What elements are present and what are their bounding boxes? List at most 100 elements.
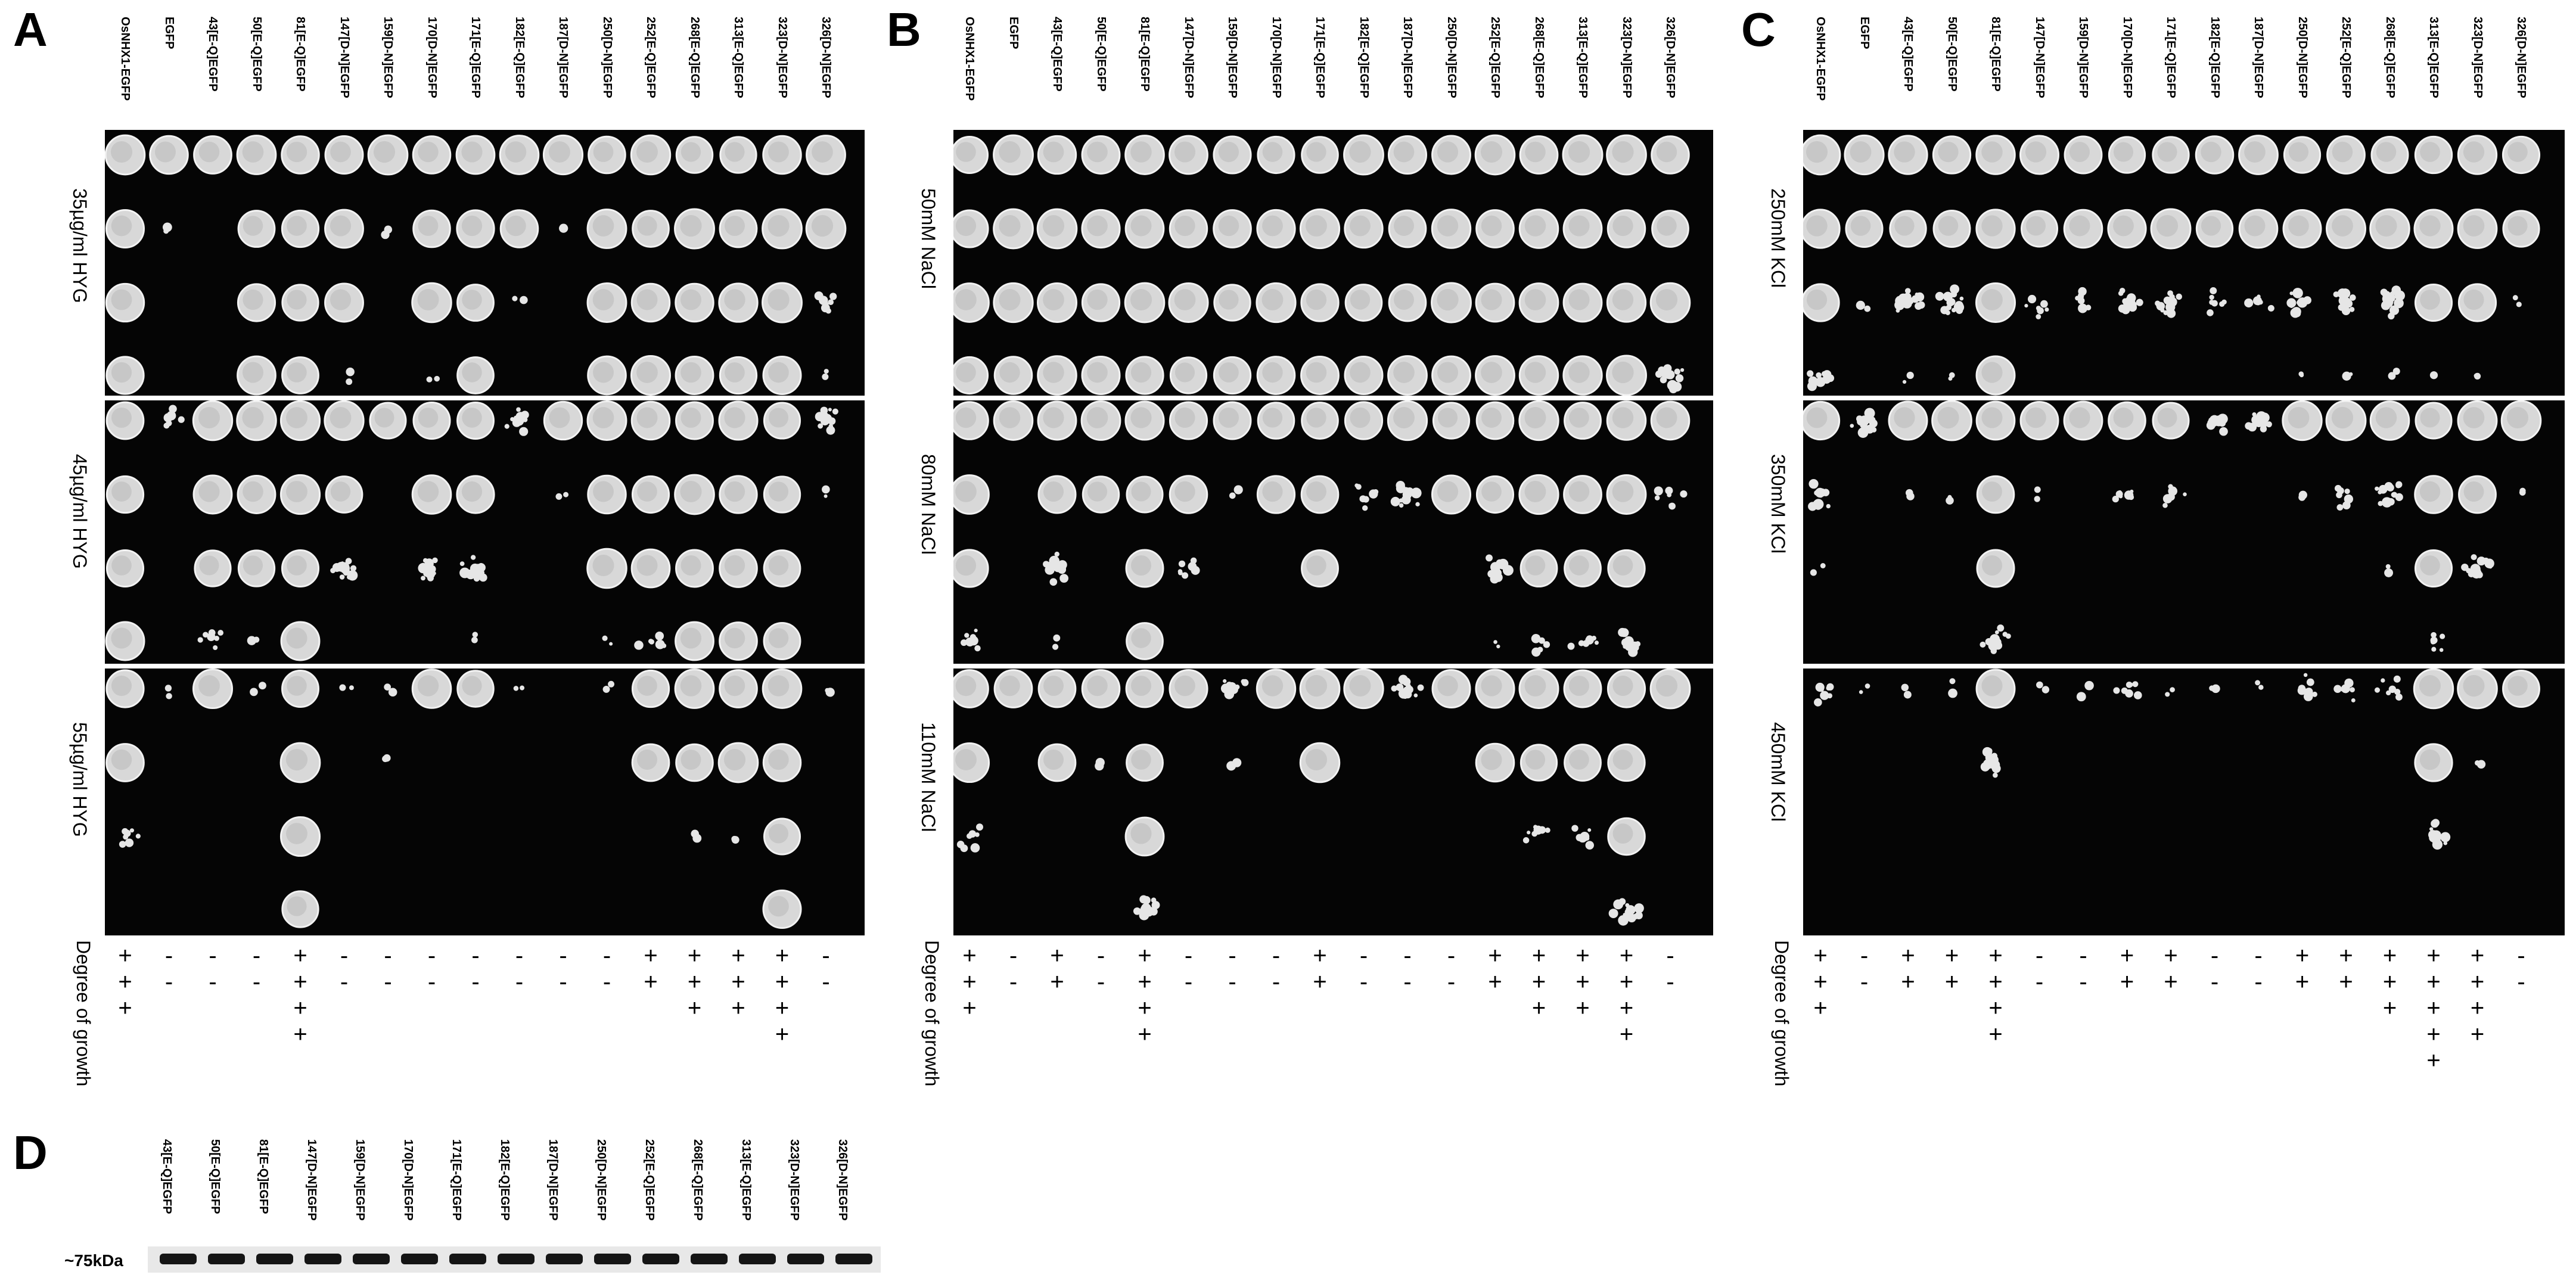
blot-band xyxy=(835,1254,872,1264)
degree-of-growth-label: Degree of growth xyxy=(1771,940,1792,1087)
colony-texture xyxy=(286,481,307,502)
colony-dot xyxy=(2381,678,2385,683)
growth-minus: - xyxy=(427,969,436,995)
colony-dot xyxy=(2349,294,2356,301)
colony-dot xyxy=(1859,690,1863,694)
growth-plus: + xyxy=(1988,1021,2003,1047)
colony-texture xyxy=(287,896,307,916)
colony-texture xyxy=(1350,290,1371,310)
growth-plus: + xyxy=(1619,969,1634,995)
colony-texture xyxy=(549,407,570,428)
colony-texture xyxy=(768,749,789,770)
colony-dot xyxy=(2034,486,2041,493)
colony-texture xyxy=(2288,142,2309,162)
colony-texture xyxy=(330,215,352,237)
colony-dot xyxy=(823,301,829,307)
blot-lane-label: 170[D-N]EGFP xyxy=(402,1139,415,1221)
colony-dot xyxy=(2344,678,2354,688)
growth-minus: - xyxy=(1359,943,1368,969)
growth-minus: - xyxy=(164,969,173,995)
growth-plus: + xyxy=(731,969,745,995)
colony-dot xyxy=(2432,373,2437,378)
colony-dot xyxy=(519,418,524,424)
colony-dot xyxy=(2211,300,2218,307)
colony-dot xyxy=(2259,412,2270,423)
colony-dot xyxy=(247,636,257,645)
colony-texture xyxy=(1305,674,1328,697)
colony-dot xyxy=(2292,288,2303,299)
colony-dot xyxy=(1578,833,1587,843)
colony-dot xyxy=(2162,494,2173,503)
colony-texture xyxy=(1569,408,1589,428)
strain-label: 268[E-Q]EGFP xyxy=(688,17,701,98)
strain-label: 326[D-N]EGFP xyxy=(2515,17,2528,98)
colony-texture xyxy=(1655,288,1678,311)
colony-texture xyxy=(1481,675,1502,697)
colony-dot xyxy=(1807,370,1814,377)
colony-dot xyxy=(1543,641,1550,648)
growth-minus: - xyxy=(1447,969,1456,995)
colony-dot xyxy=(2210,287,2217,294)
growth-minus: - xyxy=(1272,969,1281,995)
colony-texture xyxy=(768,896,789,917)
colony-texture xyxy=(1174,289,1196,310)
colony-dot xyxy=(513,686,519,691)
growth-minus: - xyxy=(2254,969,2263,995)
growth-plus: + xyxy=(293,969,307,995)
colony-dot xyxy=(1994,765,2000,771)
growth-plus: + xyxy=(775,943,790,969)
colony-dot xyxy=(1956,307,1963,314)
colony-dot xyxy=(2036,314,2041,319)
colony-dot xyxy=(2474,760,2480,766)
growth-plus: + xyxy=(1050,943,1064,969)
colony-dot xyxy=(1827,693,1833,699)
growth-plus: + xyxy=(775,969,790,995)
colony-dot xyxy=(2258,685,2264,690)
colony-texture xyxy=(1569,750,1589,770)
colony-dot xyxy=(1369,489,1378,499)
colony-texture xyxy=(242,406,264,429)
growth-plus: + xyxy=(2382,995,2397,1021)
growth-plus: + xyxy=(2120,943,2134,969)
colony-dot xyxy=(2298,685,2306,692)
colony-dot xyxy=(1660,367,1671,378)
colony-dot xyxy=(520,296,528,304)
colony-texture xyxy=(330,141,351,163)
colony-texture xyxy=(680,480,702,503)
colony-dot xyxy=(2076,692,2086,702)
strain-label: 252[E-Q]EGFP xyxy=(644,17,657,98)
colony-texture xyxy=(811,214,834,237)
colony-dot xyxy=(2431,834,2441,843)
colony-texture xyxy=(2420,142,2440,162)
colony-texture xyxy=(2463,481,2484,502)
colony-dot xyxy=(1052,643,1059,650)
colony-dot xyxy=(828,408,832,412)
plate-divider xyxy=(1803,396,2565,400)
colony-dot xyxy=(2219,427,2228,436)
colony-dot xyxy=(824,494,828,498)
colony-dot xyxy=(1571,825,1578,832)
strain-label: 170[D-N]EGFP xyxy=(2120,17,2134,98)
colony-dot xyxy=(2387,293,2395,303)
colony-dot xyxy=(1545,827,1550,833)
colony-texture xyxy=(955,749,977,770)
colony-texture xyxy=(680,555,701,576)
colony-texture xyxy=(1350,362,1371,383)
growth-minus: - xyxy=(822,969,830,995)
colony-dot xyxy=(1980,642,1984,647)
colony-texture xyxy=(1306,215,1327,237)
colony-dot xyxy=(1190,557,1197,564)
colony-dot xyxy=(1680,368,1685,372)
colony-texture xyxy=(1130,141,1152,163)
colony-dot xyxy=(432,557,438,564)
colony-dot xyxy=(1531,634,1541,643)
colony-texture xyxy=(1612,215,1633,237)
colony-dot xyxy=(974,645,981,652)
growth-minus: - xyxy=(471,943,480,969)
growth-plus: + xyxy=(2426,1047,2441,1074)
colony-texture xyxy=(1174,407,1195,428)
colony-dot xyxy=(2378,500,2384,506)
colony-texture xyxy=(417,481,439,502)
colony-dot xyxy=(339,684,346,691)
colony-dot xyxy=(2298,371,2304,377)
